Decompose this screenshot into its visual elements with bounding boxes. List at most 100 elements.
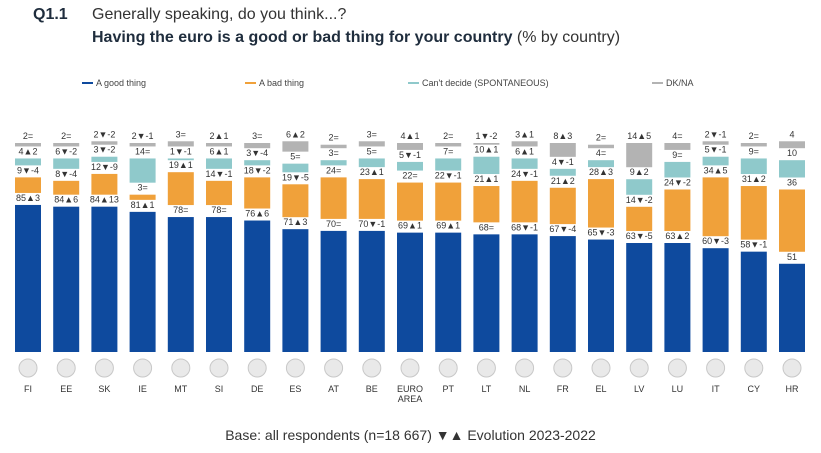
bar-good-de <box>244 220 271 352</box>
chart-legend: A good thing A bad thing Can't decide (S… <box>0 78 821 92</box>
category-label-fi: FI <box>24 384 32 394</box>
bar-dkna-pt <box>435 143 462 147</box>
bar-bad-nl <box>511 180 538 223</box>
flag-estonia-icon <box>56 358 76 378</box>
legend-swatch-bad <box>245 81 256 84</box>
label-cant-decide-fi: 4▲2 <box>19 146 38 156</box>
bar-bad-sk <box>91 173 118 195</box>
legend-swatch-dkna <box>652 81 663 84</box>
label-cant-decide-pt: 7= <box>443 146 453 156</box>
bar-good-nl <box>511 234 538 352</box>
category-label-lv: LV <box>634 384 644 394</box>
label-bad-cy: 31▲2 <box>742 174 766 184</box>
bar-cant-decide-sk <box>91 156 118 162</box>
bar-dkna-hr <box>779 141 805 149</box>
question-text: Generally speaking, do you think...? <box>92 6 347 23</box>
label-bad-it: 34▲5 <box>704 165 728 175</box>
legend-label-cant-decide: Can't decide (SPONTANEOUS) <box>422 78 549 88</box>
label-cant-decide-it: 5▼-1 <box>705 145 727 155</box>
label-cant-decide-ie: 14= <box>135 146 150 156</box>
label-dkna-be: 3= <box>367 129 377 139</box>
label-dkna-hr: 4 <box>789 129 794 139</box>
label-dkna-nl: 3▲1 <box>515 129 534 139</box>
bar-good-fr <box>549 236 576 352</box>
flag-germany-icon <box>247 358 267 378</box>
label-cant-decide-de: 3▼-4 <box>246 148 268 158</box>
category-label-el: EL <box>595 384 606 394</box>
bar-good-si <box>206 217 232 352</box>
label-good-nl: 68▼-1 <box>511 222 538 232</box>
label-cant-decide-mt: 1▼-1 <box>170 146 192 156</box>
label-cant-decide-lt: 10▲1 <box>474 145 498 155</box>
bar-bad-si <box>206 180 232 206</box>
bar-good-sk <box>91 206 118 352</box>
flag-latvia-icon <box>629 358 649 378</box>
bar-dkna-nl <box>511 141 538 147</box>
bar-dkna-fr <box>549 143 576 157</box>
label-bad-pt: 22▼-1 <box>435 171 462 181</box>
bar-cant-decide-fr <box>549 168 576 176</box>
flag-greece-icon <box>591 358 611 378</box>
label-good-cy: 58▼-1 <box>740 240 767 250</box>
category-label-euro-area-1: EURO <box>397 384 423 394</box>
label-good-fr: 67▼-4 <box>549 224 576 234</box>
legend-item-bad: A bad thing <box>245 78 304 88</box>
label-bad-es: 19▼-5 <box>282 172 309 182</box>
chart-title-main: Having the euro is a good or bad thing f… <box>92 29 513 46</box>
bar-bad-cy <box>740 186 767 240</box>
label-good-euro-area: 69▲1 <box>398 221 422 231</box>
bar-bad-ee <box>53 180 80 195</box>
label-bad-euro-area: 22= <box>402 171 417 181</box>
bar-dkna-sk <box>91 141 118 145</box>
bar-bad-fr <box>549 187 576 225</box>
flag-italy-icon <box>706 358 726 378</box>
bar-good-lt <box>473 234 500 352</box>
bar-good-mt <box>167 217 194 352</box>
category-label-sk: SK <box>98 384 110 394</box>
bar-dkna-euro-area <box>397 143 423 150</box>
bar-cant-decide-cy <box>740 158 767 175</box>
bar-good-lv <box>626 243 653 352</box>
stacked-bar-chart: 85▲3 9▼-4 4▲2 2= FI 84▲6 8▼-4 6▼-2 2= EE 84▲13 12▼-… <box>15 129 805 404</box>
bar-dkna-cy <box>740 143 767 147</box>
legend-label-good: A good thing <box>96 78 147 88</box>
flag-ireland-icon <box>133 358 153 378</box>
flag-lithuania-icon <box>476 358 496 378</box>
category-label-hr: HR <box>786 384 799 394</box>
bar-dkna-si <box>206 143 232 147</box>
bar-dkna-el <box>588 144 614 149</box>
bar-bad-lu <box>664 189 691 232</box>
chart-title: Having the euro is a good or bad thing f… <box>92 29 620 47</box>
label-good-be: 70▼-1 <box>358 219 385 229</box>
label-dkna-ie: 2▼-1 <box>132 131 154 141</box>
label-good-mt: 78= <box>173 205 188 215</box>
label-cant-decide-es: 5= <box>290 152 300 162</box>
chart-footer-note: Base: all respondents (n=18 667) ▼▲ Evol… <box>225 427 596 443</box>
flag-croatia-icon <box>782 358 802 378</box>
bar-good-ee <box>53 206 80 352</box>
label-dkna-at: 2= <box>328 133 338 143</box>
label-dkna-pt: 2= <box>443 131 453 141</box>
label-dkna-lv: 14▲5 <box>627 131 651 141</box>
label-good-el: 65▼-3 <box>588 228 615 238</box>
bar-dkna-lu <box>664 143 691 150</box>
bar-dkna-lv <box>626 143 653 168</box>
label-dkna-sk: 2▼-2 <box>93 129 115 139</box>
category-label-ie: IE <box>138 384 147 394</box>
flag-netherlands-icon <box>515 358 535 378</box>
bar-dkna-mt <box>167 141 194 147</box>
flag-cyprus-icon <box>744 358 764 378</box>
label-good-sk: 84▲13 <box>90 195 119 205</box>
label-dkna-mt: 3= <box>176 129 186 139</box>
label-good-at: 70= <box>326 219 341 229</box>
bar-bad-be <box>358 179 385 219</box>
label-bad-ee: 8▼-4 <box>55 169 77 179</box>
category-label-cy: CY <box>748 384 761 394</box>
label-good-ie: 81▲1 <box>131 200 155 210</box>
legend-label-bad: A bad thing <box>259 78 305 88</box>
bar-cant-decide-at <box>320 160 347 166</box>
flag-slovakia-icon <box>94 358 114 378</box>
label-bad-fr: 21▲2 <box>551 176 575 186</box>
legend-swatch-good <box>82 81 93 84</box>
flag-finland-icon <box>18 358 38 378</box>
